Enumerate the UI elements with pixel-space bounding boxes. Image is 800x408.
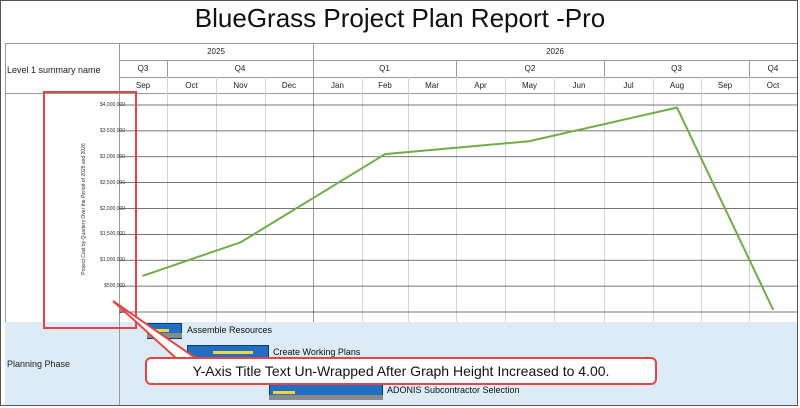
planning-phase-label: Planning Phase — [7, 359, 71, 369]
annotation-callout: Y-Axis Title Text Un-Wrapped After Graph… — [145, 357, 657, 385]
month-oct-1: Oct — [185, 81, 198, 90]
cost-data-point — [240, 241, 242, 243]
cost-data-point — [772, 308, 774, 311]
month-jun-9: Jun — [572, 81, 586, 90]
month-divider — [505, 77, 506, 322]
cost-data-point — [528, 140, 530, 143]
year-divider — [313, 43, 314, 77]
month-divider — [265, 77, 266, 322]
quarter-rule — [119, 77, 797, 78]
month-divider — [362, 77, 363, 322]
y-tick-label: $1,000,000 — [99, 257, 125, 264]
month-divider — [216, 77, 217, 322]
month-apr-7: Apr — [474, 81, 487, 90]
task-progress-bar — [149, 329, 169, 332]
quarter-q3-2025: Q3 — [137, 64, 149, 73]
y-tick-label: $1,500,000 — [99, 231, 125, 238]
month-aug-11: Aug — [669, 81, 685, 90]
report-title: BlueGrass Project Plan Report -Pro — [194, 3, 606, 33]
year-2025: 2025 — [207, 47, 225, 56]
quarter-divider-2 — [456, 60, 457, 77]
cost-data-point — [384, 153, 386, 155]
task-progress-bar — [273, 391, 295, 394]
quarter-divider-3 — [604, 60, 605, 77]
quarter-q1-2026: Q1 — [379, 64, 390, 73]
quarter-q3-2026: Q3 — [671, 64, 682, 73]
y-tick-label: $3,500,000 — [99, 127, 125, 134]
y-tick-label: $4,000,000 — [99, 102, 125, 108]
month-divider — [554, 77, 555, 322]
month-divider — [456, 77, 457, 322]
task-label: Create Working Plans — [273, 347, 361, 357]
left-rule — [5, 43, 6, 405]
quarter-q2-2026: Q2 — [524, 64, 536, 73]
task-label: Assemble Resources — [187, 325, 273, 335]
month-oct-13: Oct — [766, 81, 780, 90]
y-tick-label: $3,000,000 — [99, 153, 125, 160]
y-tick-label: $2,000,000 — [99, 205, 125, 212]
year-2026: 2026 — [546, 47, 564, 56]
y-tick-label: $500,000 — [104, 283, 125, 290]
year-rule — [119, 60, 797, 61]
month-divider — [653, 77, 654, 322]
cost-data-point — [142, 274, 144, 277]
y-axis-tick-labels: $4,000,000 $3,500,000 $3,000,000 $2,500,000… — [51, 1, 125, 405]
task-label: ADONIS Subcontractor Selection — [387, 385, 520, 395]
month-sep-0: Sep — [135, 81, 151, 90]
month-sep-12: Sep — [717, 81, 733, 90]
cost-data-point — [676, 106, 678, 109]
month-may-8: May — [521, 81, 538, 90]
y-axis-title-highlight-box — [43, 91, 137, 329]
task-baseline-bar — [269, 395, 383, 400]
quarter-divider-4 — [749, 60, 750, 77]
row-label: Level 1 summary name — [7, 65, 101, 75]
quarter-q4-2026: Q4 — [767, 64, 779, 73]
y-tick-label: $2,500,000 — [99, 179, 125, 186]
month-dec-3: Dec — [281, 81, 297, 90]
quarter-q4-2025: Q4 — [234, 64, 246, 73]
month-jul-10: Jul — [623, 81, 634, 90]
month-divider — [313, 77, 314, 322]
label-column-rule — [119, 43, 120, 405]
phase-column-rule — [119, 322, 120, 405]
task-progress-bar — [213, 351, 253, 354]
quarter-divider-1 — [167, 60, 168, 77]
month-divider — [604, 77, 605, 322]
month-nov-2: Nov — [233, 81, 248, 90]
month-mar-6: Mar — [425, 81, 439, 90]
month-divider — [701, 77, 702, 322]
cost-series-line — [142, 106, 774, 310]
header-bottom-rule — [5, 93, 797, 94]
y-tick-label: $0 — [119, 309, 125, 315]
month-feb-5: Feb — [378, 81, 392, 90]
month-divider — [408, 77, 409, 322]
task-adonis-subcontractor-selection[interactable]: ADONIS Subcontractor Selection — [269, 383, 520, 400]
header-top-rule — [5, 43, 797, 44]
month-divider — [167, 77, 168, 322]
month-divider — [749, 77, 750, 322]
month-jan-4: Jan — [331, 81, 344, 90]
